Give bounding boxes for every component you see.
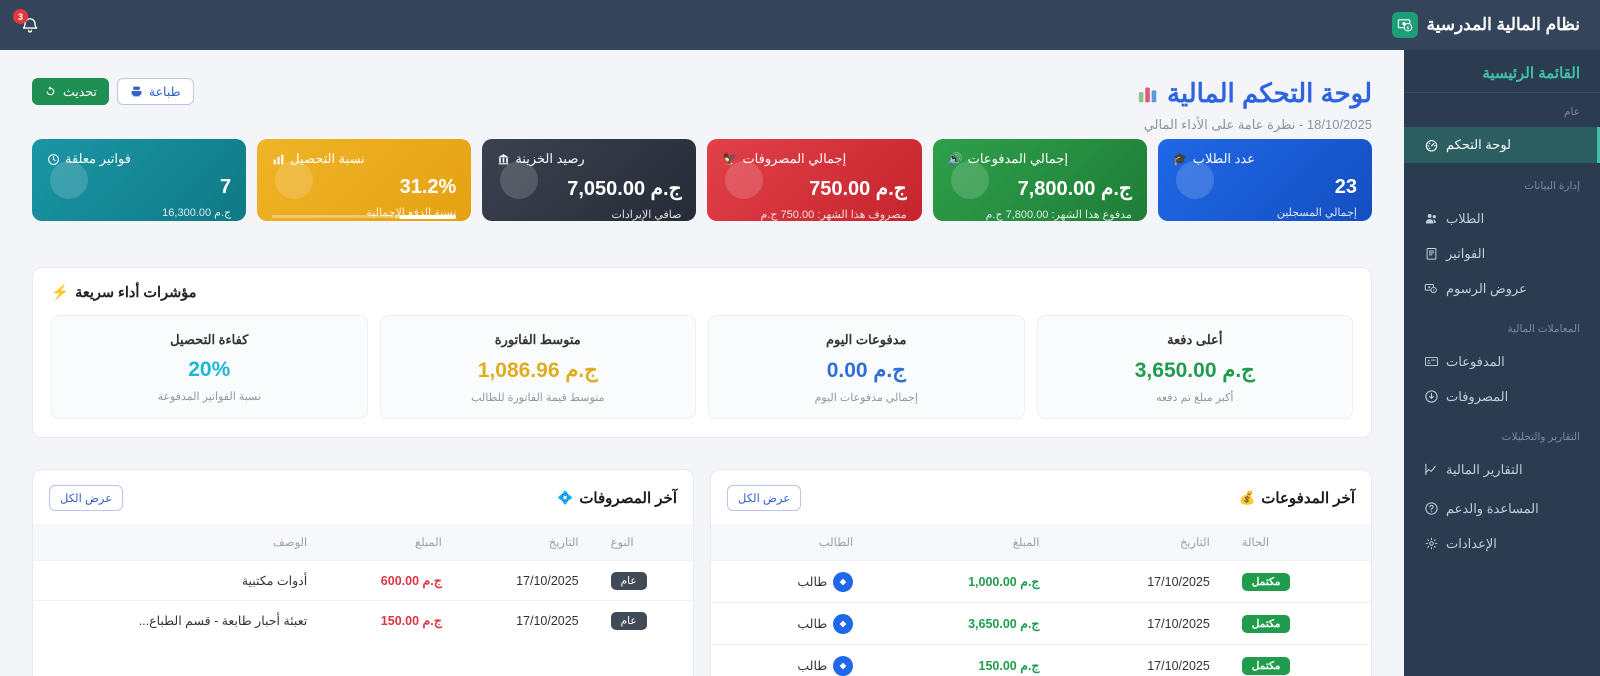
svg-text:$: $ [1433, 289, 1435, 293]
